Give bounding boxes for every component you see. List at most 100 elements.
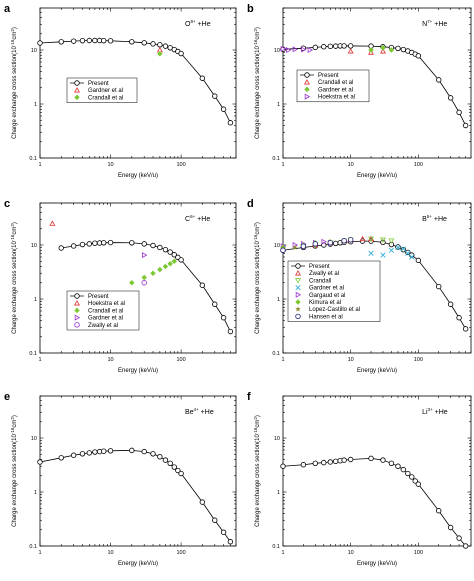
legend-entry: Gardner et al	[318, 87, 353, 93]
y-tick-label: 1	[34, 490, 37, 496]
series-4	[141, 280, 147, 286]
data-point	[86, 450, 93, 456]
y-axis-label-part: )	[255, 415, 261, 417]
data-point	[157, 266, 163, 273]
legend-entry: Crandall	[309, 278, 331, 284]
data-point	[379, 48, 386, 54]
data-point	[129, 447, 135, 454]
x-tick-label: 1	[38, 162, 41, 168]
data-point	[341, 238, 347, 244]
chart-title-charge: 5+	[427, 214, 433, 219]
y-axis-label-part: )	[255, 27, 261, 29]
data-point	[199, 282, 206, 288]
data-point	[436, 283, 442, 290]
legend-marker	[74, 300, 80, 306]
data-point	[332, 240, 339, 247]
data-point	[129, 280, 135, 286]
data-point	[92, 449, 98, 455]
x-tick-label: 100	[177, 162, 186, 168]
y-tick-label: 10	[31, 48, 37, 54]
data-point	[58, 455, 64, 461]
legend-entry: Hansen et al	[309, 314, 343, 320]
legend-marker	[74, 87, 80, 93]
y-axis-label: Charge exchange cross section(10-16cm2)	[10, 222, 18, 334]
data-point	[412, 478, 418, 484]
legend-entry: Crandall et al	[318, 80, 353, 86]
plot-frame	[282, 395, 472, 547]
data-point	[171, 464, 177, 470]
legend-entry: Present	[318, 73, 339, 79]
y-tick-label: 0.1	[272, 156, 280, 162]
chart-title-charge: 8+	[190, 19, 196, 24]
y-tick-label: 1	[277, 490, 280, 496]
data-point	[178, 50, 184, 57]
panel-label: d	[247, 198, 254, 210]
data-point	[456, 315, 462, 321]
y-axis-label-part: cm	[12, 227, 18, 235]
data-point	[79, 451, 86, 457]
series-line	[39, 449, 231, 542]
legend-entry: Gardner et al	[309, 286, 344, 292]
chart-title-ion: C	[185, 216, 190, 223]
legend-marker	[295, 291, 302, 298]
y-tick-label: 0.1	[272, 351, 280, 357]
data-point	[167, 460, 173, 467]
legend-entry: Gargaud et al	[309, 293, 345, 299]
data-point	[347, 237, 354, 243]
data-point	[58, 245, 64, 251]
chart-title-ion: B	[422, 216, 427, 223]
data-point	[212, 517, 218, 523]
x-tick-label: 10	[107, 357, 113, 363]
legend-entry: Lopez-Castillo et al	[309, 307, 360, 313]
data-point	[395, 244, 401, 251]
chart-title-charge: 3+	[428, 407, 434, 412]
data-point	[405, 470, 411, 477]
y-axis-label-part: 2	[10, 224, 15, 227]
data-point	[388, 238, 395, 244]
panel-label: b	[247, 3, 254, 15]
y-axis-label-part: -16	[10, 39, 15, 46]
series-2	[368, 45, 395, 53]
data-point	[447, 524, 454, 531]
data-point	[321, 44, 327, 50]
x-tick-label: 10	[107, 550, 113, 556]
data-point	[327, 43, 333, 50]
y-tick-label: 0.1	[29, 351, 37, 357]
chart-title-target: +He	[196, 21, 211, 28]
y-tick-label: 0.1	[272, 544, 280, 550]
plot-frame	[39, 395, 237, 547]
data-point	[368, 250, 374, 256]
series-line	[282, 45, 466, 126]
data-point	[409, 254, 415, 260]
y-axis-label: Charge exchange cross section(10-16cm2)	[253, 27, 261, 139]
data-point	[359, 235, 366, 242]
data-point	[178, 470, 184, 477]
y-axis-label-part: -16	[10, 427, 15, 434]
x-tick-label: 10	[348, 162, 354, 168]
y-axis-label-part: -16	[253, 234, 258, 241]
data-point	[409, 474, 415, 480]
x-axis-label: Energy (keV/u)	[118, 368, 158, 374]
data-point	[162, 263, 169, 270]
y-axis-label-part: 2	[10, 29, 15, 32]
data-point	[321, 238, 327, 245]
legend-marker	[74, 314, 81, 321]
data-point	[456, 535, 462, 541]
data-point	[280, 45, 287, 52]
legend-entry: Zwally et al	[88, 323, 118, 329]
chart-title-charge: 6+	[190, 214, 196, 219]
data-point	[79, 37, 86, 44]
plot-frame	[39, 7, 237, 159]
data-point	[447, 95, 454, 101]
y-tick-label: 10	[274, 243, 280, 249]
y-tick-label: 10	[31, 243, 37, 249]
data-point	[307, 47, 314, 53]
data-point	[347, 43, 354, 49]
data-point	[178, 257, 184, 263]
data-point	[436, 77, 442, 83]
legend-marker	[295, 284, 301, 291]
legend-entry: Present	[88, 81, 109, 87]
y-axis-label-part: )	[12, 415, 18, 417]
legend-marker	[304, 79, 310, 85]
